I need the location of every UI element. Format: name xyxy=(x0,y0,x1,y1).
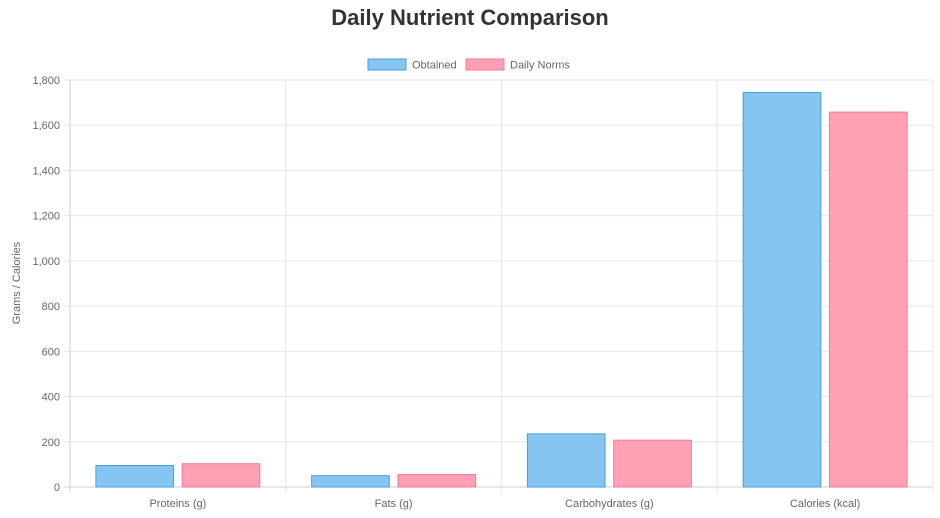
chart-title: Daily Nutrient Comparison xyxy=(331,5,609,30)
y-tick-label: 600 xyxy=(42,346,60,358)
bar-daily-norms[interactable] xyxy=(397,474,477,488)
bar-daily-norms[interactable] xyxy=(181,463,261,488)
x-tick-label: Proteins (g) xyxy=(149,498,206,510)
legend-swatch xyxy=(465,58,505,71)
bar-obtained[interactable] xyxy=(311,475,390,488)
y-tick-label: 0 xyxy=(54,482,60,494)
y-tick-label: 1,200 xyxy=(32,211,60,223)
y-axis-title: Grams / Calories xyxy=(11,241,23,324)
bar-obtained[interactable] xyxy=(95,465,175,488)
y-tick-label: 1,800 xyxy=(32,75,60,87)
x-tick-label: Carbohydrates (g) xyxy=(565,498,654,510)
y-tick-label: 1,400 xyxy=(32,165,60,177)
bars xyxy=(95,91,908,488)
x-tick-label: Fats (g) xyxy=(375,498,413,510)
y-tick-label: 400 xyxy=(42,392,60,404)
grid-lines xyxy=(64,79,934,493)
bar-daily-norms[interactable] xyxy=(828,111,908,488)
y-tick-label: 1,600 xyxy=(32,120,60,132)
legend: Obtained Daily Norms xyxy=(367,58,570,72)
bar-daily-norms[interactable] xyxy=(613,439,692,488)
bar-obtained[interactable] xyxy=(526,433,606,488)
bar-obtained[interactable] xyxy=(742,91,822,488)
legend-swatch xyxy=(367,58,407,71)
y-tick-label: 200 xyxy=(42,437,60,449)
y-tick-label: 800 xyxy=(42,301,60,313)
legend-label[interactable]: Daily Norms xyxy=(510,60,570,72)
y-axis: 0 200 400 600 800 1,000 1,200 1,400 1,600 1,800 xyxy=(32,75,60,494)
x-axis: Proteins (g) Fats (g) Carbohydrates (g) Cal… xyxy=(149,498,860,510)
x-tick-label: Calories (kcal) xyxy=(790,498,860,510)
y-tick-label: 1,000 xyxy=(32,256,60,268)
legend-label[interactable]: Obtained xyxy=(412,60,457,72)
